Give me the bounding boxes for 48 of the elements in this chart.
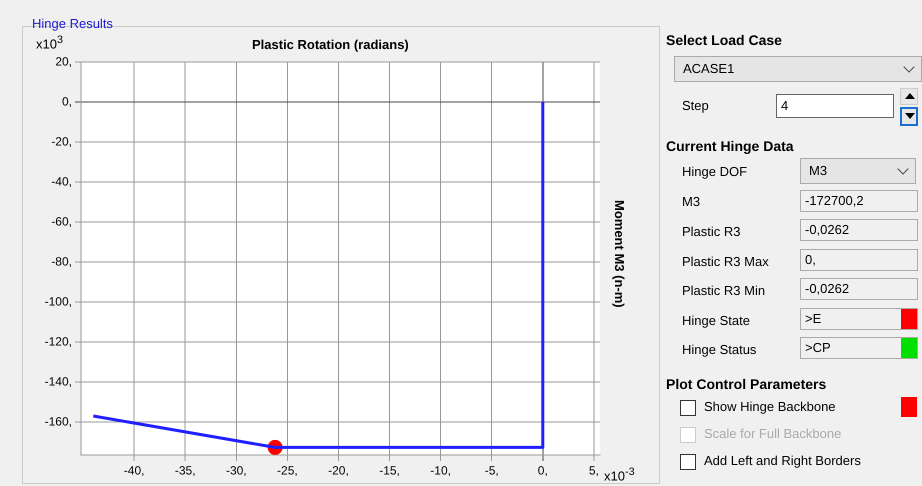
y-tick-label: -60, xyxy=(51,214,72,228)
text: Step xyxy=(682,98,709,113)
text: M3 xyxy=(800,158,916,184)
text: Plastic R3 Min xyxy=(682,283,766,298)
x-axis-title: Plastic Rotation (radians) xyxy=(252,37,409,52)
text: Add Left and Right Borders xyxy=(704,453,861,468)
text: 4 xyxy=(776,94,894,118)
text: x10$^{3}$ xyxy=(36,34,63,52)
text: -0,0262 xyxy=(800,219,918,241)
x-tick-label: -35, xyxy=(174,464,196,478)
text: Hinge DOF xyxy=(682,164,748,179)
y-axis-title: Moment M3 (n-m) xyxy=(612,200,627,308)
x-tick-label: 0, xyxy=(538,464,548,478)
text: Hinge Results xyxy=(32,16,113,31)
text: >CP xyxy=(800,337,918,359)
x-tick-label: -25, xyxy=(277,464,298,478)
x-tick-label: -20, xyxy=(328,464,349,478)
text: Select Load Case xyxy=(666,32,782,48)
text: Plot Control Parameters xyxy=(666,376,826,392)
y-tick-label: -160, xyxy=(44,414,72,428)
y-tick-label: 0, xyxy=(62,94,72,108)
text: M3 xyxy=(682,194,700,209)
text: -0,0262 xyxy=(800,278,918,300)
y-tick-label: -20, xyxy=(51,134,72,148)
x-tick-label: -15, xyxy=(379,464,400,478)
y-tick-label: 20, xyxy=(55,54,72,68)
x-tick-label: -5, xyxy=(484,464,499,478)
x-tick-label: -10, xyxy=(430,464,451,478)
text: Hinge Status xyxy=(682,342,756,357)
y-tick-label: -100, xyxy=(44,294,72,308)
text: Plastic R3 xyxy=(682,224,741,239)
x-tick-label: 5, xyxy=(588,464,599,478)
y-tick-label: -120, xyxy=(44,334,72,348)
x-tick-label: -40, xyxy=(124,464,144,478)
text: x10$^{-3}$ xyxy=(604,466,635,484)
text: Hinge State xyxy=(682,313,750,328)
y-tick-label: -140, xyxy=(44,374,72,388)
text: Scale for Full Backbone xyxy=(704,426,842,441)
x-tick-label: -30, xyxy=(226,464,247,478)
text: ACASE1 xyxy=(674,56,922,82)
text: Show Hinge Backbone xyxy=(704,399,836,414)
y-tick-label: -40, xyxy=(51,174,72,188)
y-tick-label: -80, xyxy=(51,254,72,268)
text: Current Hinge Data xyxy=(666,138,794,154)
text: >E xyxy=(800,308,918,330)
text: 0, xyxy=(800,249,918,271)
text: Plastic R3 Max xyxy=(682,254,769,269)
text: -172700,2 xyxy=(800,190,918,212)
